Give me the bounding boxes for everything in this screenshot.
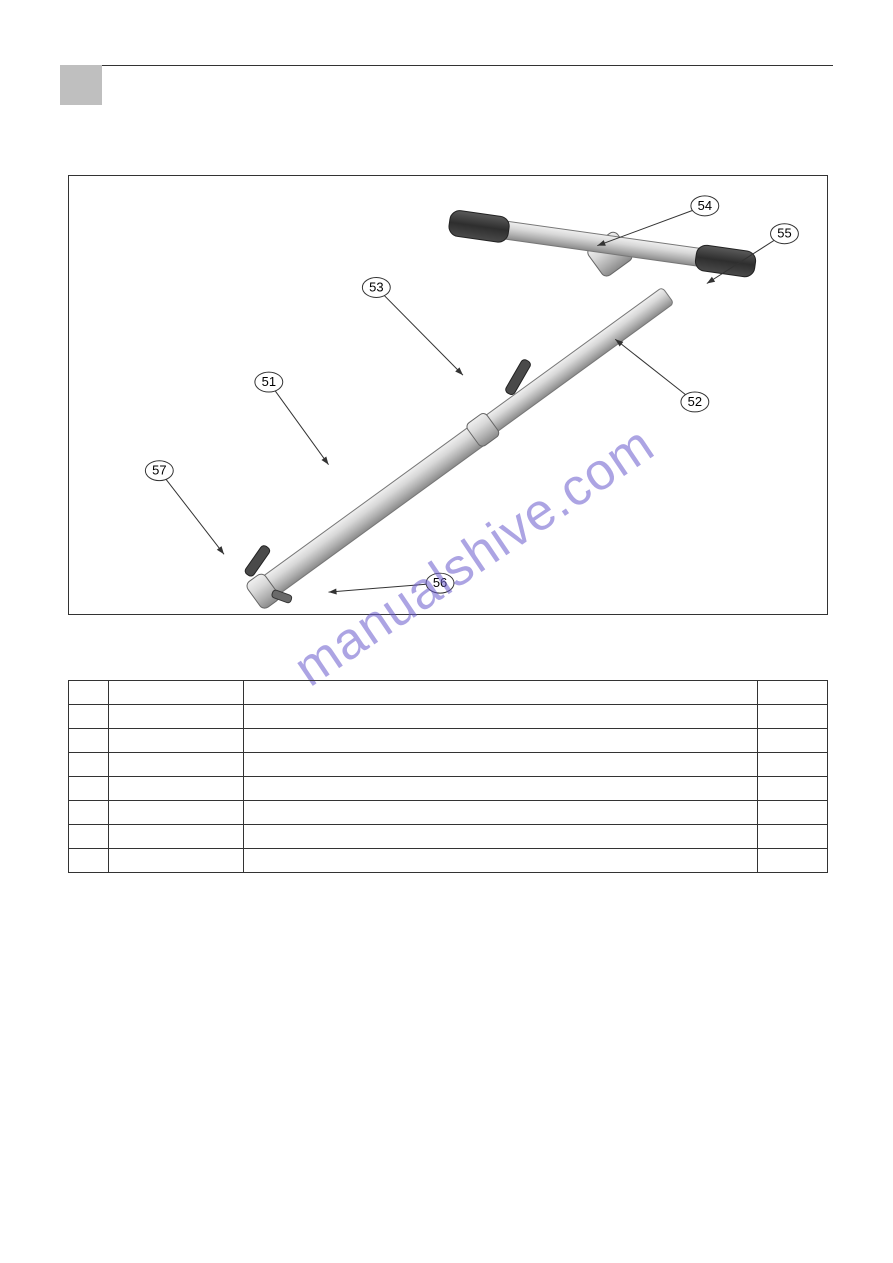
- th-art: [109, 681, 244, 705]
- th-pos: [69, 681, 109, 705]
- parts-table: [68, 680, 828, 873]
- callout-label: 56: [433, 575, 447, 590]
- table-cell: [109, 753, 244, 777]
- table-cell: [244, 705, 758, 729]
- exploded-diagram: 54555352515756 manualshive.com: [68, 175, 828, 615]
- table-cell: [758, 825, 828, 849]
- table-row: [69, 825, 828, 849]
- table-cell: [69, 705, 109, 729]
- table-cell: [758, 849, 828, 873]
- table-row: [69, 777, 828, 801]
- table-cell: [69, 729, 109, 753]
- table-row: [69, 753, 828, 777]
- table-cell: [758, 705, 828, 729]
- table-cell: [244, 801, 758, 825]
- callout-label: 54: [698, 198, 712, 213]
- table-cell: [69, 849, 109, 873]
- table-cell: [758, 801, 828, 825]
- th-desc: [244, 681, 758, 705]
- table-cell: [109, 777, 244, 801]
- table-cell: [244, 753, 758, 777]
- table-cell: [69, 825, 109, 849]
- callout-label: 57: [152, 463, 166, 478]
- table-cell: [109, 825, 244, 849]
- table-cell: [244, 777, 758, 801]
- th-qty: [758, 681, 828, 705]
- page-header: [60, 65, 833, 105]
- table-row: [69, 729, 828, 753]
- table-row: [69, 801, 828, 825]
- callout-label: 55: [777, 226, 791, 241]
- table-header-row: [69, 681, 828, 705]
- table-cell: [69, 753, 109, 777]
- table-cell: [244, 825, 758, 849]
- table-cell: [758, 777, 828, 801]
- table-cell: [109, 729, 244, 753]
- table-cell: [758, 729, 828, 753]
- diagram-svg: 54 55 53 52 51 57 56: [69, 176, 827, 614]
- table-cell: [69, 801, 109, 825]
- table-cell: [109, 801, 244, 825]
- callout-label: 51: [262, 374, 276, 389]
- table-cell: [758, 753, 828, 777]
- table-cell: [244, 729, 758, 753]
- header-page-box: [60, 65, 102, 105]
- table-cell: [69, 777, 109, 801]
- table-cell: [109, 849, 244, 873]
- callout-label: 53: [369, 279, 383, 294]
- table-row: [69, 849, 828, 873]
- table-cell: [109, 705, 244, 729]
- table-cell: [244, 849, 758, 873]
- table-row: [69, 705, 828, 729]
- callout-label: 52: [688, 394, 702, 409]
